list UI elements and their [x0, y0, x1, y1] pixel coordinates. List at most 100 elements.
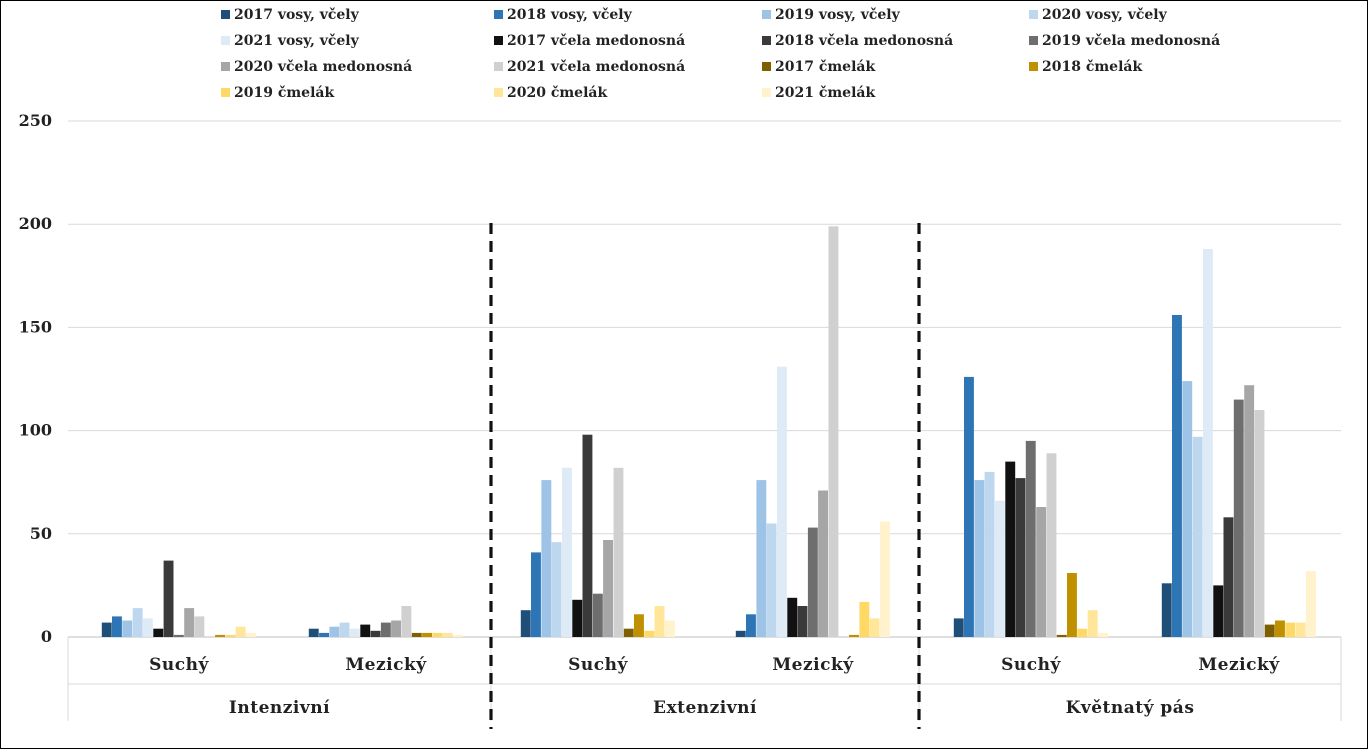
bar: [1015, 478, 1026, 637]
bar: [122, 620, 133, 637]
legend-item: 2019 vosy, včely: [762, 7, 901, 23]
bar: [442, 632, 453, 637]
legend-item: 2017 čmelák: [762, 59, 875, 75]
legend-item: 2018 včela medonosná: [762, 33, 953, 49]
legend-label: 2021 včela medonosná: [507, 59, 685, 75]
bar: [1067, 573, 1077, 637]
bar: [869, 618, 880, 637]
bar: [1203, 249, 1213, 637]
legend-item: 2020 včela medonosná: [221, 59, 412, 75]
legend-item: 2021 včela medonosná: [494, 59, 685, 75]
bar: [531, 552, 541, 637]
legend-item: 2021 vosy, včely: [221, 33, 360, 49]
bar: [807, 527, 818, 637]
group-label: Intenzivní: [229, 698, 330, 718]
bar: [339, 622, 350, 637]
legend-label: 2020 vosy, včely: [1042, 7, 1168, 23]
legend-swatch: [494, 10, 503, 19]
category-label: Suchý: [149, 655, 209, 675]
bar: [859, 601, 870, 637]
legend-swatch: [221, 62, 230, 71]
bar: [592, 593, 603, 637]
bar: [984, 471, 995, 637]
legend-item: 2021 čmelák: [762, 85, 875, 101]
legend-label: 2020 čmelák: [507, 85, 607, 101]
bar: [1233, 399, 1244, 637]
bar: [1161, 583, 1172, 637]
bar: [964, 376, 974, 637]
bar: [246, 632, 256, 637]
bar: [1172, 315, 1182, 637]
bar: [101, 622, 112, 637]
legend-label: 2021 vosy, včely: [234, 33, 360, 49]
bar: [1264, 624, 1275, 637]
bar: [1254, 410, 1265, 637]
bar: [562, 467, 572, 637]
legend-item: 2019 čmelák: [221, 85, 334, 101]
legend-item: 2018 čmelák: [1029, 59, 1142, 75]
bar: [766, 523, 777, 637]
bar: [173, 634, 184, 637]
legend-item: 2020 čmelák: [494, 85, 607, 101]
bar: [572, 599, 583, 637]
bar: [1087, 610, 1098, 637]
legend-label: 2018 včela medonosná: [775, 33, 953, 49]
bar: [953, 618, 964, 637]
bar: [1285, 622, 1296, 637]
legend-item: 2017 vosy, včely: [221, 7, 360, 23]
bar: [746, 614, 756, 637]
bar: [1306, 571, 1316, 637]
bar: [370, 630, 381, 637]
bar: [391, 620, 401, 637]
legend-swatch: [494, 88, 503, 97]
bar: [163, 560, 174, 637]
legend-swatch: [221, 36, 230, 45]
bar: [777, 366, 787, 637]
legend-swatch: [494, 36, 503, 45]
category-label: Suchý: [568, 655, 628, 675]
legend-label: 2019 vosy, včely: [775, 7, 901, 23]
bar: [1275, 620, 1285, 637]
category-label: Suchý: [1001, 655, 1061, 675]
y-tick-label: 0: [41, 627, 52, 646]
bar: [1025, 440, 1036, 637]
bar: [1005, 461, 1016, 637]
bar: [153, 628, 164, 637]
bar: [787, 597, 798, 637]
legend-label: 2020 včela medonosná: [234, 59, 412, 75]
bar: [665, 620, 675, 637]
legend-item: 2020 vosy, včely: [1029, 7, 1168, 23]
bar: [995, 500, 1005, 637]
bar: [613, 467, 624, 637]
bar: [880, 521, 890, 637]
bar: [1244, 385, 1255, 637]
y-tick-label: 250: [19, 111, 52, 130]
bar: [235, 626, 246, 637]
legend-swatch: [1029, 10, 1038, 19]
group-label: Extenzivní: [653, 698, 757, 718]
x-axis: Suchý Mezický Intenzivní Suchý Mezický Extenz…: [67, 637, 1342, 721]
bar: [432, 632, 443, 637]
gridlines: [68, 120, 1341, 638]
bar: [329, 626, 340, 637]
legend-item: 2019 včela medonosná: [1029, 33, 1220, 49]
bar: [1056, 634, 1067, 637]
bar: [756, 480, 767, 637]
legend-swatch: [221, 88, 230, 97]
legend-swatch: [1029, 36, 1038, 45]
bar: [215, 634, 225, 637]
y-tick-label: 200: [19, 214, 52, 233]
legend-label: 2019 včela medonosná: [1042, 33, 1220, 49]
bars: [101, 226, 1316, 638]
bar: [818, 490, 828, 637]
bar: [1036, 507, 1047, 637]
bar: [849, 634, 859, 637]
bar: [634, 614, 644, 637]
legend-swatch: [762, 62, 771, 71]
bar: [1192, 436, 1203, 637]
bar: [551, 542, 562, 637]
bar: [541, 480, 552, 637]
bar: [582, 434, 593, 637]
category-label: Mezický: [772, 655, 854, 675]
bar: [453, 634, 463, 637]
